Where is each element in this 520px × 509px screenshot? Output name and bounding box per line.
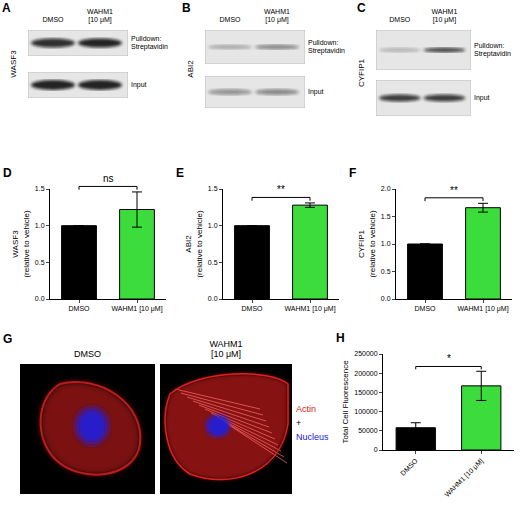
- html-text:[10 μM]: [10 μM]: [265, 15, 289, 23]
- svg-text:ns: ns: [103, 173, 114, 184]
- html-text:[10 μM]: [10 μM]: [432, 15, 457, 23]
- html-text:Pulldown:: Pulldown:: [308, 39, 339, 46]
- svg-text:1.5: 1.5: [381, 213, 391, 220]
- svg-text:DMSO: DMSO: [415, 305, 437, 312]
- svg-text:100000: 100000: [354, 408, 377, 415]
- html-text:DMSO: DMSO: [389, 16, 411, 23]
- svg-text:0.0: 0.0: [381, 295, 391, 302]
- svg-text:250000: 250000: [354, 350, 377, 357]
- svg-text:1.5: 1.5: [208, 185, 218, 192]
- html-text:C: C: [357, 1, 366, 15]
- html-text:DMSO: DMSO: [74, 349, 101, 359]
- svg-text:DMSO: DMSO: [69, 305, 91, 312]
- html-text:ABI2: ABI2: [185, 60, 195, 78]
- svg-text:50000: 50000: [358, 427, 378, 434]
- html-text:F: F: [349, 166, 357, 180]
- html-text:Streptavidin: Streptavidin: [308, 46, 345, 54]
- html-text:Input: Input: [308, 88, 324, 95]
- html-text:E: E: [176, 166, 184, 180]
- html-text:DMSO: DMSO: [219, 16, 241, 23]
- html-text:WASF3: WASF3: [8, 50, 18, 78]
- svg-text:1.0: 1.0: [35, 222, 45, 229]
- svg-text:DMSO: DMSO: [242, 305, 264, 312]
- html-text:WAHM1: WAHM1: [87, 8, 113, 15]
- svg-text:WAHM1 [10 μM]: WAHM1 [10 μM]: [457, 305, 508, 313]
- html-text:B: B: [182, 1, 191, 15]
- html-text:Actin: Actin: [296, 404, 316, 414]
- svg-text:WAHM1 [10 μM]: WAHM1 [10 μM]: [284, 305, 335, 313]
- svg-text:0.0: 0.0: [208, 295, 218, 302]
- html-text:WAHM1: WAHM1: [209, 339, 243, 349]
- html-text:A: A: [2, 1, 11, 15]
- html-text:Streptavidin: Streptavidin: [474, 49, 511, 57]
- html-text:G: G: [3, 332, 13, 346]
- svg-text:WASF3(relative to vehicle): WASF3(relative to vehicle): [11, 210, 30, 277]
- svg-text:0.5: 0.5: [381, 268, 391, 275]
- svg-text:*: *: [447, 353, 451, 364]
- html-text:Pulldown:: Pulldown:: [131, 35, 162, 42]
- svg-text:1.5: 1.5: [35, 185, 45, 192]
- html-text:[10 μM]: [10 μM]: [210, 348, 242, 359]
- html-text:D: D: [3, 166, 12, 180]
- html-text:DMSO: DMSO: [42, 16, 64, 23]
- svg-text:WAHM1 [10 μM]: WAHM1 [10 μM]: [443, 457, 485, 499]
- svg-text:150000: 150000: [354, 389, 377, 396]
- html-text:WAHM1: WAHM1: [431, 8, 458, 15]
- html-text:CYFIP1: CYFIP1: [356, 59, 366, 87]
- svg-text:1.0: 1.0: [381, 240, 391, 247]
- html-text:WAHM1: WAHM1: [264, 8, 290, 15]
- html-text:Input: Input: [474, 94, 490, 101]
- svg-text:0.5: 0.5: [35, 259, 45, 266]
- svg-text:1.0: 1.0: [208, 222, 218, 229]
- html-text:[10 μM]: [10 μM]: [88, 15, 112, 23]
- svg-text:Total Cell Fluorescence: Total Cell Fluorescence: [341, 360, 350, 444]
- svg-text:**: **: [277, 184, 285, 195]
- svg-text:ABI2(relative to vehicle): ABI2(relative to vehicle): [184, 210, 203, 277]
- svg-text:200000: 200000: [354, 370, 377, 377]
- svg-text:0.5: 0.5: [208, 259, 218, 266]
- svg-text:**: **: [450, 185, 458, 196]
- html-text:Pulldown:: Pulldown:: [474, 42, 505, 49]
- svg-text:DMSO: DMSO: [399, 457, 419, 477]
- html-text:Nucleus: Nucleus: [296, 432, 329, 442]
- svg-text:2.0: 2.0: [381, 185, 391, 192]
- html-text:Input: Input: [131, 81, 147, 88]
- svg-text:0: 0: [374, 446, 378, 453]
- html-text:H: H: [336, 331, 345, 345]
- html-text:Streptavidin: Streptavidin: [131, 42, 168, 50]
- svg-text:WAHM1 [10 μM]: WAHM1 [10 μM]: [111, 305, 162, 313]
- svg-text:CYFIP1(relative to vehicle): CYFIP1(relative to vehicle): [357, 210, 376, 277]
- svg-text:0.0: 0.0: [35, 295, 45, 302]
